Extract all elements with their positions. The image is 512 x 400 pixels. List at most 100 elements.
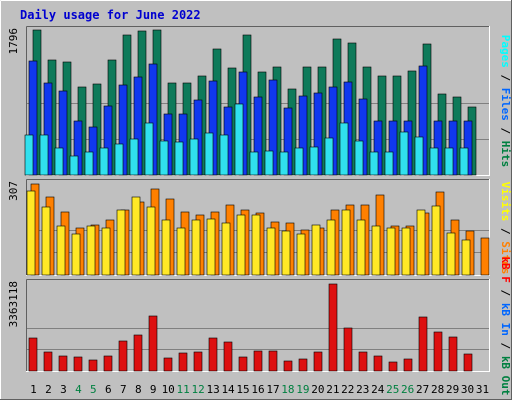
bar-kb-f-day-28 (433, 331, 443, 372)
x-tick-label-day-2: 2 (45, 383, 52, 396)
bar-kb-f-day-9 (148, 315, 158, 372)
y-axis-max-label: 1796 (7, 28, 20, 55)
bar-visits-day-24 (371, 225, 381, 276)
bar-visits-day-20 (311, 224, 321, 276)
x-tick-label-day-6: 6 (105, 383, 112, 396)
bar-visits-day-21 (326, 219, 336, 276)
chart-title: Daily usage for June 2022 (20, 8, 201, 22)
bar-visits-day-17 (266, 227, 276, 276)
x-tick-label-day-28: 28 (431, 383, 444, 396)
bar-kb-f-day-20 (313, 351, 323, 372)
bar-pages-day-11 (174, 141, 184, 176)
bar-kb-f-day-8 (133, 334, 143, 372)
x-tick-label-day-30: 30 (461, 383, 474, 396)
x-tick-label-day-23: 23 (356, 383, 369, 396)
bar-kb-f-day-1 (28, 337, 38, 372)
legend-entry: / (499, 221, 512, 241)
bar-visits-day-6 (101, 227, 111, 276)
bar-pages-day-12 (189, 138, 199, 176)
legend-entry: / (499, 121, 512, 141)
panel-legend: kB F / kB In / kB Out (499, 256, 512, 395)
x-tick-label-day-18: 18 (281, 383, 294, 396)
bar-pages-day-24 (369, 151, 379, 176)
bar-pages-day-19 (294, 147, 304, 176)
legend-entry: / (499, 283, 512, 303)
bar-kb-f-day-18 (283, 360, 293, 372)
x-tick-label-day-26: 26 (401, 383, 414, 396)
bar-visits-day-10 (161, 219, 171, 276)
bar-visits-day-14 (221, 222, 231, 276)
bar-visits-day-23 (356, 219, 366, 276)
bar-kb-f-day-12 (193, 351, 203, 372)
bar-pages-day-29 (444, 147, 454, 176)
bar-kb-f-day-17 (268, 350, 278, 372)
bar-visits-day-13 (206, 218, 216, 276)
panel-kb: 3363118 kB F / kB In / kB Out (7, 256, 512, 395)
bar-kb-f-day-6 (103, 355, 113, 372)
legend-entry: Pages (499, 35, 512, 68)
bar-visits-day-28 (431, 205, 441, 276)
x-tick-label-day-21: 21 (326, 383, 339, 396)
bar-visits-day-15 (236, 214, 246, 276)
panel-pages-files-hits: 1796 Pages / Files / Hits (7, 26, 512, 176)
bar-visits-day-18 (281, 230, 291, 276)
legend-entry: / (499, 68, 512, 88)
x-tick-label-day-5: 5 (90, 383, 97, 396)
x-tick-label-day-20: 20 (311, 383, 324, 396)
bar-kb-f-day-14 (223, 341, 233, 372)
bar-visits-day-5 (86, 225, 96, 276)
bar-pages-day-21 (324, 137, 334, 176)
legend-entry: Sites (499, 241, 512, 274)
x-tick-label-day-19: 19 (296, 383, 309, 396)
bar-visits-day-22 (341, 209, 351, 276)
bar-kb-f-day-19 (298, 358, 308, 372)
bar-kb-f-day-4 (73, 356, 83, 372)
bar-pages-day-26 (399, 131, 409, 176)
bar-kb-f-day-5 (88, 359, 98, 372)
x-tick-label-day-9: 9 (150, 383, 157, 396)
x-tick-label-day-22: 22 (341, 383, 354, 396)
y-axis-max-label: 3363118 (7, 281, 20, 327)
bar-visits-day-1 (26, 190, 36, 276)
bar-visits-day-30 (461, 239, 471, 276)
bar-kb-f-day-30 (463, 353, 473, 372)
bar-kb-f-day-25 (388, 361, 398, 372)
x-tick-label-day-17: 17 (266, 383, 279, 396)
bar-pages-day-14 (219, 134, 229, 176)
legend-entry: / (499, 336, 512, 356)
x-tick-label-day-8: 8 (135, 383, 142, 396)
bar-kb-f-day-21 (328, 283, 338, 372)
bar-pages-day-25 (384, 151, 394, 176)
bar-visits-day-4 (71, 233, 81, 276)
x-tick-label-day-7: 7 (120, 383, 127, 396)
bar-kb-f-day-13 (208, 337, 218, 372)
x-tick-label-day-4: 4 (75, 383, 82, 396)
legend-entry: Hits (499, 141, 512, 168)
x-tick-label-day-12: 12 (192, 383, 205, 396)
bar-kb-f-day-16 (253, 350, 263, 372)
legend-entry: kB F (499, 256, 512, 283)
x-tick-label-day-16: 16 (251, 383, 264, 396)
bar-kb-f-day-29 (448, 336, 458, 372)
bar-pages-day-2 (39, 134, 49, 176)
x-tick-label-day-11: 11 (177, 383, 190, 396)
bar-kb-f-day-26 (403, 358, 413, 372)
bar-kb-f-day-3 (58, 355, 68, 372)
x-tick-label-day-10: 10 (162, 383, 175, 396)
bar-visits-day-11 (176, 227, 186, 276)
bar-kb-f-day-23 (358, 351, 368, 372)
bar-visits-day-16 (251, 214, 261, 276)
bar-pages-day-13 (204, 132, 214, 176)
bar-visits-day-9 (146, 206, 156, 276)
bar-visits-day-27 (416, 209, 426, 276)
bar-kb-f-day-2 (43, 351, 53, 372)
x-tick-label-day-31: 31 (476, 383, 489, 396)
legend-entry: kB In (499, 303, 512, 336)
bar-kb-f-day-15 (238, 356, 248, 372)
bar-visits-day-7 (116, 209, 126, 276)
bar-pages-day-1 (24, 134, 34, 176)
panel-sites-visits: 307 Visits / Sites (7, 179, 512, 276)
bar-pages-day-4 (69, 155, 79, 176)
bar-kb-f-day-11 (178, 352, 188, 372)
bar-pages-day-22 (339, 122, 349, 176)
